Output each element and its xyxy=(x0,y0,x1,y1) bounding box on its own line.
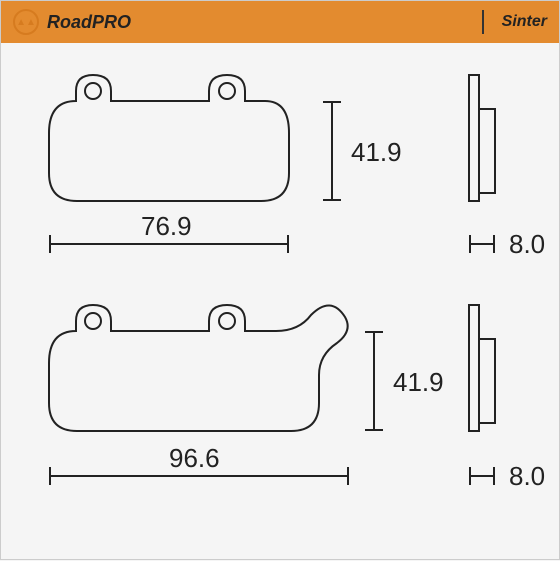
product-type: Sinter xyxy=(502,13,547,31)
brand-name: RoadPRO xyxy=(47,12,131,33)
header: ▲▲ RoadPRO Sinter xyxy=(1,1,559,43)
pad2-width-tick-r xyxy=(347,467,349,485)
pad2-height-label: 41.9 xyxy=(393,367,444,398)
brand-road: Road xyxy=(47,12,92,32)
pad2-side-view xyxy=(461,303,521,463)
pad2-front-view xyxy=(31,303,361,463)
pad2-width-line xyxy=(49,475,349,477)
pad2-thick-label: 8.0 xyxy=(509,461,545,492)
diagram-area: 41.9 76.9 8.0 41.9 96.6 8.0 xyxy=(1,43,560,561)
pad2-width-label: 96.6 xyxy=(169,443,220,474)
pad1-width-label: 76.9 xyxy=(141,211,192,242)
pad1-height-label: 41.9 xyxy=(351,137,402,168)
pad2-thick-tick-l xyxy=(469,467,471,485)
pad2-width-tick-l xyxy=(49,467,51,485)
pad1-thick-tick-r xyxy=(493,235,495,253)
pad1-thick-tick-l xyxy=(469,235,471,253)
pad2-height-line xyxy=(373,331,375,431)
header-divider xyxy=(482,10,484,34)
pad1-side-view xyxy=(461,73,521,223)
pad1-width-tick-r xyxy=(287,235,289,253)
pad1-front-view xyxy=(31,73,311,223)
brand-pro: PRO xyxy=(92,12,131,32)
header-left: ▲▲ RoadPRO xyxy=(13,9,131,35)
brand-logo-icon: ▲▲ xyxy=(13,9,39,35)
pad2-thick-tick-r xyxy=(493,467,495,485)
pad1-width-line xyxy=(49,243,289,245)
header-right: Sinter xyxy=(482,10,547,34)
pad2-height-tick-top xyxy=(365,331,383,333)
pad2-thick-line xyxy=(469,475,495,477)
pad1-width-tick-l xyxy=(49,235,51,253)
pad1-height-tick-top xyxy=(323,101,341,103)
pad1-height-tick-bot xyxy=(323,199,341,201)
pad2-height-tick-bot xyxy=(365,429,383,431)
pad1-height-line xyxy=(331,101,333,201)
pad1-thick-label: 8.0 xyxy=(509,229,545,260)
pad1-thick-line xyxy=(469,243,495,245)
